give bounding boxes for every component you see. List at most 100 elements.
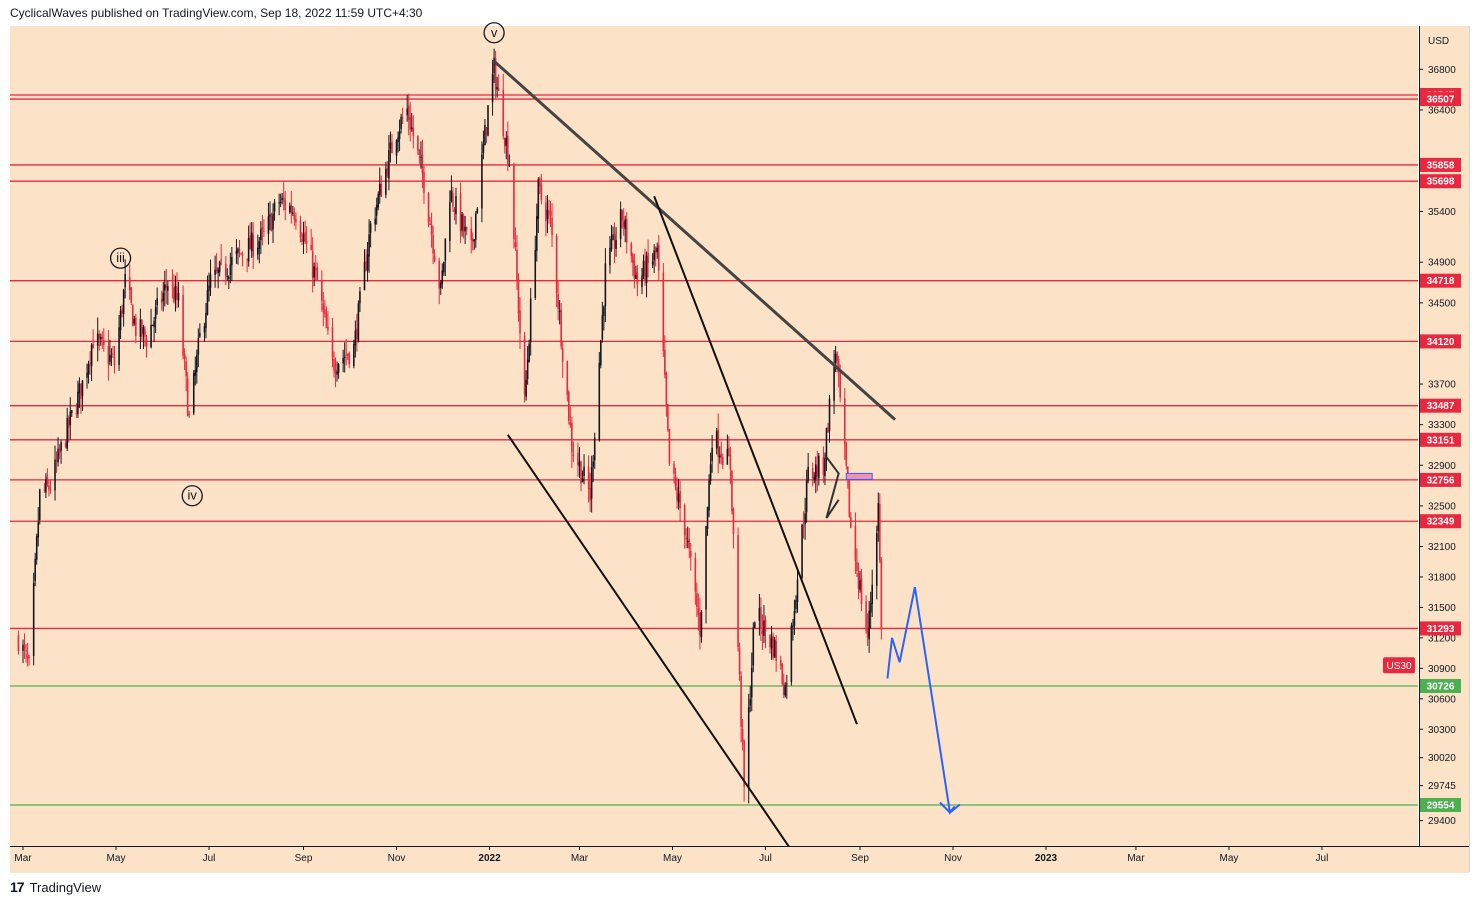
- candle: [645, 251, 648, 298]
- candle: [497, 74, 500, 91]
- candle-body: [398, 131, 401, 139]
- candle-body: [664, 349, 666, 375]
- candle-body: [546, 209, 549, 220]
- y-tick-label: 30600: [1428, 694, 1456, 705]
- candle-body: [502, 89, 505, 137]
- candle: [279, 193, 282, 208]
- candle-body: [135, 317, 137, 337]
- candle: [679, 480, 681, 522]
- candle-body: [566, 361, 569, 395]
- trendlines: [493, 60, 897, 846]
- candle: [572, 441, 575, 463]
- chart-plot-area[interactable]: [10, 26, 1418, 846]
- candle-body: [375, 204, 378, 216]
- candle: [647, 239, 649, 278]
- candle-body: [523, 336, 526, 395]
- candle-body: [865, 601, 867, 631]
- candle-body: [476, 208, 479, 214]
- candle-body: [545, 202, 547, 222]
- candle-body: [677, 493, 680, 503]
- y-tick-label: 32500: [1428, 501, 1456, 512]
- candle-body: [417, 135, 419, 151]
- candle-body: [877, 502, 880, 532]
- candle-body: [226, 276, 229, 278]
- candle-body: [122, 289, 125, 315]
- resistance-badge: 35858: [1420, 157, 1461, 172]
- candle-body: [406, 108, 408, 116]
- candle-body: [293, 215, 296, 220]
- candle: [717, 413, 720, 474]
- candle-body: [814, 464, 817, 480]
- horizontal-levels: [10, 94, 1418, 806]
- candle: [410, 112, 413, 132]
- candle: [26, 642, 29, 667]
- candle-body: [758, 608, 761, 621]
- time-scale[interactable]: [10, 846, 1469, 873]
- candle: [453, 206, 456, 221]
- candle-body: [121, 309, 123, 314]
- candle-body: [612, 234, 614, 240]
- candle: [58, 444, 61, 460]
- candle-body: [176, 286, 178, 299]
- candle-body: [667, 404, 669, 430]
- candle-body: [269, 214, 271, 217]
- candle: [665, 371, 668, 417]
- candle: [502, 73, 505, 140]
- candle: [438, 257, 441, 305]
- candle: [688, 528, 691, 559]
- candle-body: [420, 156, 422, 158]
- wave-labels: iii iv v: [109, 22, 505, 507]
- candle-body: [311, 251, 314, 278]
- candle-body: [163, 284, 166, 291]
- candle-body: [368, 234, 370, 257]
- candle: [551, 203, 553, 248]
- candle-body: [869, 603, 872, 613]
- candle: [101, 331, 104, 350]
- candle: [282, 182, 285, 211]
- candle-body: [590, 467, 593, 499]
- candle-body: [453, 209, 456, 213]
- candle-body: [737, 535, 739, 647]
- candle: [304, 220, 306, 245]
- candle-body: [568, 391, 570, 421]
- candle: [150, 308, 152, 349]
- candle-body: [825, 427, 828, 459]
- candle: [561, 340, 564, 378]
- candle: [471, 232, 474, 251]
- y-tick-label: 36800: [1428, 65, 1456, 76]
- candle: [718, 446, 721, 464]
- candle: [503, 137, 506, 154]
- candle-body: [25, 650, 27, 652]
- candle: [186, 372, 189, 417]
- candle: [420, 141, 422, 169]
- candle-body: [278, 202, 280, 204]
- candle: [380, 175, 383, 197]
- candle: [715, 427, 718, 455]
- x-axis-ticks: Mar May Jul Sep Nov 2022 Mar May Jul Sep Nov 2023 Ma…: [14, 846, 1328, 864]
- candle-body: [237, 248, 239, 253]
- candle: [331, 317, 334, 368]
- candle: [48, 479, 50, 497]
- candle: [758, 593, 761, 636]
- candle: [272, 203, 274, 244]
- candle-body: [142, 327, 145, 334]
- currency-label: USD: [1428, 36, 1449, 47]
- y-tick-label: 30300: [1428, 725, 1456, 736]
- candle-body: [26, 653, 29, 659]
- wave-label: iv: [181, 485, 203, 507]
- candle-body: [410, 127, 413, 129]
- candle: [535, 203, 538, 262]
- y-tick-label: 34900: [1428, 258, 1456, 269]
- candle: [163, 270, 166, 307]
- candle-body: [87, 364, 90, 375]
- candle-body: [188, 413, 190, 415]
- candle: [450, 175, 453, 203]
- candle: [866, 613, 869, 646]
- candle-body: [572, 454, 575, 456]
- candle-body: [676, 486, 678, 501]
- candle: [112, 345, 114, 358]
- candle: [877, 492, 880, 542]
- candle-body: [642, 260, 645, 276]
- candle-body: [64, 442, 67, 448]
